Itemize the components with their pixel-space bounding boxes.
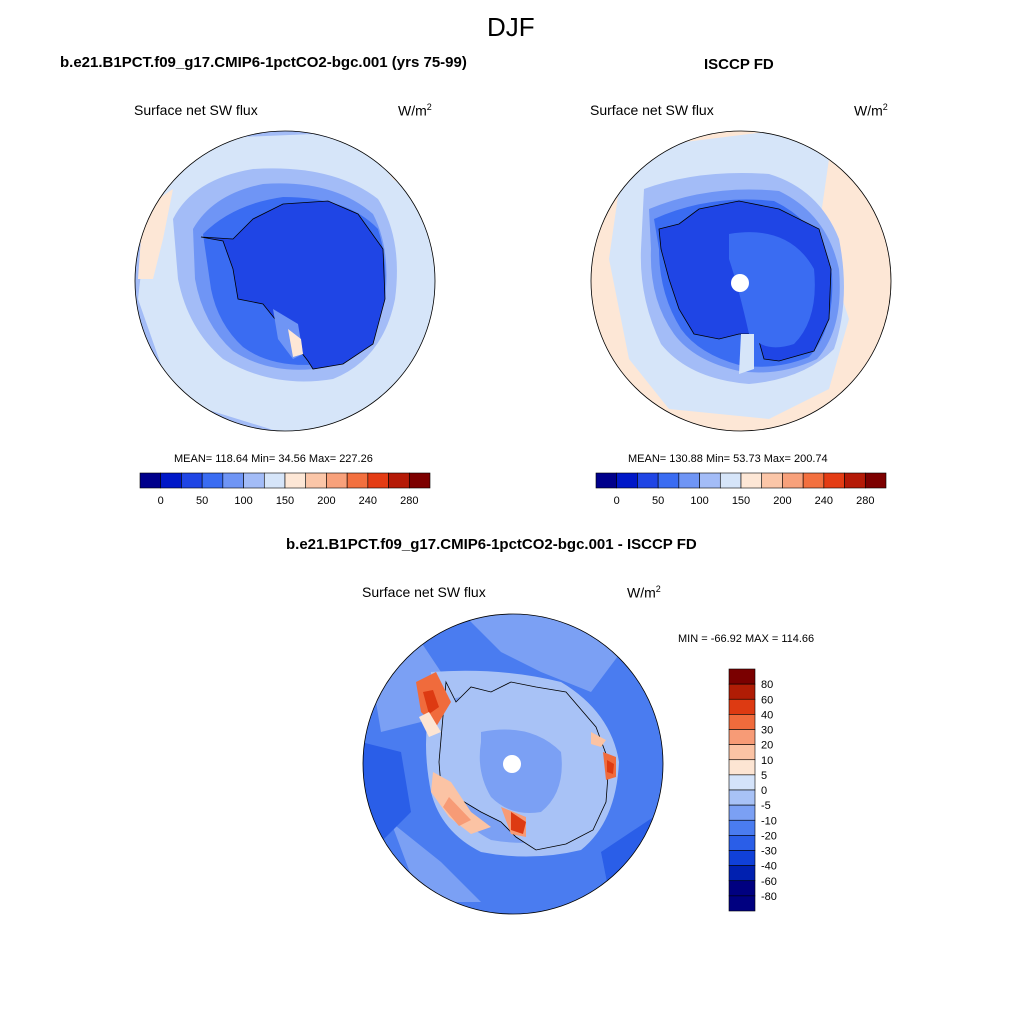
panel3-colorbar-swatch [728, 683, 756, 700]
panel3-stats: MIN = -66.92 MAX = 114.66 [678, 633, 815, 645]
panel2-title: ISCCP FD [704, 56, 774, 73]
panel1-variable-label: Surface net SW flux [134, 102, 258, 118]
panel2-colorbar-swatch [844, 472, 866, 489]
panel2-colorbar-swatch [595, 472, 618, 489]
panel2-colorbar: 050100150200240280320 [595, 472, 887, 507]
panel2-colorbar-swatch [637, 472, 659, 489]
panel3-colorbar-swatch [728, 714, 756, 730]
panel2-colorbar-swatch [740, 472, 763, 489]
panel3-colorbar-tick-label: 30 [761, 725, 773, 737]
panel3-colorbar-tick-label: -20 [761, 830, 777, 842]
panel3-colorbar-tick-label: -5 [761, 800, 771, 812]
panel3-polar-map [362, 613, 664, 915]
panel2-colorbar-tick-label: 200 [773, 495, 791, 507]
panel2-colorbar-swatch [823, 472, 845, 489]
panel3-colorbar-swatch [728, 729, 756, 745]
panel2-colorbar-swatch [719, 472, 742, 489]
panel1-units-label: W/m2 [398, 102, 432, 119]
panel2-colorbar-swatch [864, 472, 887, 489]
panel2-colorbar-swatch [699, 472, 721, 489]
panel3-colorbar-swatch [728, 835, 756, 851]
panel1-stats: MEAN= 118.64 Min= 34.56 Max= 227.26 [174, 453, 373, 465]
panel2-colorbar-swatch [678, 472, 700, 489]
panel1-colorbar-swatch [388, 472, 410, 489]
figure-title: DJF [487, 12, 535, 42]
panel3-colorbar-swatch [728, 850, 756, 866]
panel1-colorbar-swatch [160, 472, 182, 489]
panel2-colorbar-swatch [761, 472, 783, 489]
panel2-colorbar-tick-label: 280 [856, 495, 874, 507]
panel1-colorbar-swatch [222, 472, 244, 489]
panel3-colorbar-swatch [728, 880, 756, 897]
panel1-colorbar-swatch [326, 472, 348, 489]
panel3-units-label: W/m2 [627, 584, 661, 601]
panel2-colorbar-tick-label: 150 [732, 495, 750, 507]
panel3-colorbar-swatch [728, 759, 756, 776]
panel1-colorbar-tick-label: 200 [317, 495, 335, 507]
panel3-colorbar-tick-label: -40 [761, 861, 777, 873]
panel1-polar-map [134, 130, 436, 432]
panel3-colorbar-swatch [728, 865, 756, 882]
panel3-colorbar-swatch [728, 668, 756, 685]
panel1-colorbar-tick-label: 240 [359, 495, 377, 507]
panel1-colorbar-swatch [346, 472, 369, 489]
panel2-colorbar-tick-label: 0 [614, 495, 620, 507]
panel2-polar-map [590, 130, 892, 432]
panel3-colorbar-tick-label: -80 [761, 891, 777, 903]
panel3-colorbar-swatch [728, 774, 756, 791]
panel1-colorbar-swatch [139, 472, 162, 489]
panel2-colorbar-swatch [657, 472, 680, 489]
panel3-colorbar-tick-label: -10 [761, 815, 777, 827]
panel2-colorbar-tick-label: 240 [815, 495, 833, 507]
panel1-colorbar-tick-label: 50 [196, 495, 208, 507]
panel2-colorbar-swatch [616, 472, 638, 489]
panel3-colorbar-tick-label: 80 [761, 679, 773, 691]
panel1-colorbar-swatch [408, 472, 431, 489]
panel3-colorbar: 80 60 40 30 20 10 5 0 -5 -10 -20 -30 -40 -60 -80 [728, 668, 777, 912]
panel1-colorbar-tick-label: 100 [234, 495, 252, 507]
panel1-colorbar-swatch [305, 472, 327, 489]
panel2-colorbar-swatch [802, 472, 825, 489]
panel3-colorbar-swatch [728, 789, 756, 806]
panel3-colorbar-tick-label: -30 [761, 846, 777, 858]
panel3-colorbar-tick-label: 10 [761, 755, 773, 767]
panel1-colorbar-swatch [284, 472, 307, 489]
panel3-colorbar-tick-label: -60 [761, 876, 777, 888]
panel3-colorbar-swatch [728, 698, 756, 715]
panel1-colorbar-swatch [367, 472, 389, 489]
panel3-colorbar-swatch [728, 895, 756, 912]
panel2-colorbar-tick-label: 50 [652, 495, 664, 507]
panel2-stats: MEAN= 130.88 Min= 53.73 Max= 200.74 [628, 453, 828, 465]
panel2-units-label: W/m2 [854, 102, 888, 119]
panel2-colorbar-swatch [782, 472, 804, 489]
panel3-colorbar-tick-label: 5 [761, 770, 767, 782]
panel3-variable-label: Surface net SW flux [362, 584, 486, 600]
panel3-colorbar-tick-label: 40 [761, 709, 773, 721]
panel1-colorbar-tick-label: 0 [158, 495, 164, 507]
panel1-colorbar-swatch [181, 472, 203, 489]
panel3-title: b.e21.B1PCT.f09_g17.CMIP6-1pctCO2-bgc.00… [286, 536, 697, 553]
panel3-colorbar-swatch [728, 804, 756, 821]
panel3-colorbar-swatch [728, 819, 756, 836]
panel2-variable-label: Surface net SW flux [590, 102, 714, 118]
panel1-colorbar-swatch [243, 472, 265, 489]
panel3-colorbar-tick-label: 0 [761, 785, 767, 797]
panel3-colorbar-tick-label: 20 [761, 740, 773, 752]
panel1-colorbar-swatch [263, 472, 286, 489]
panel3-colorbar-tick-label: 60 [761, 694, 773, 706]
panel2-colorbar-tick-label: 100 [690, 495, 708, 507]
panel1-colorbar-tick-label: 150 [276, 495, 294, 507]
panel1-title: b.e21.B1PCT.f09_g17.CMIP6-1pctCO2-bgc.00… [60, 54, 467, 71]
panel1-colorbar-swatch [201, 472, 224, 489]
panel1-colorbar-tick-label: 280 [400, 495, 418, 507]
panel3-colorbar-swatch [728, 744, 756, 761]
panel1-colorbar: 050100150200240280320 [139, 472, 431, 507]
